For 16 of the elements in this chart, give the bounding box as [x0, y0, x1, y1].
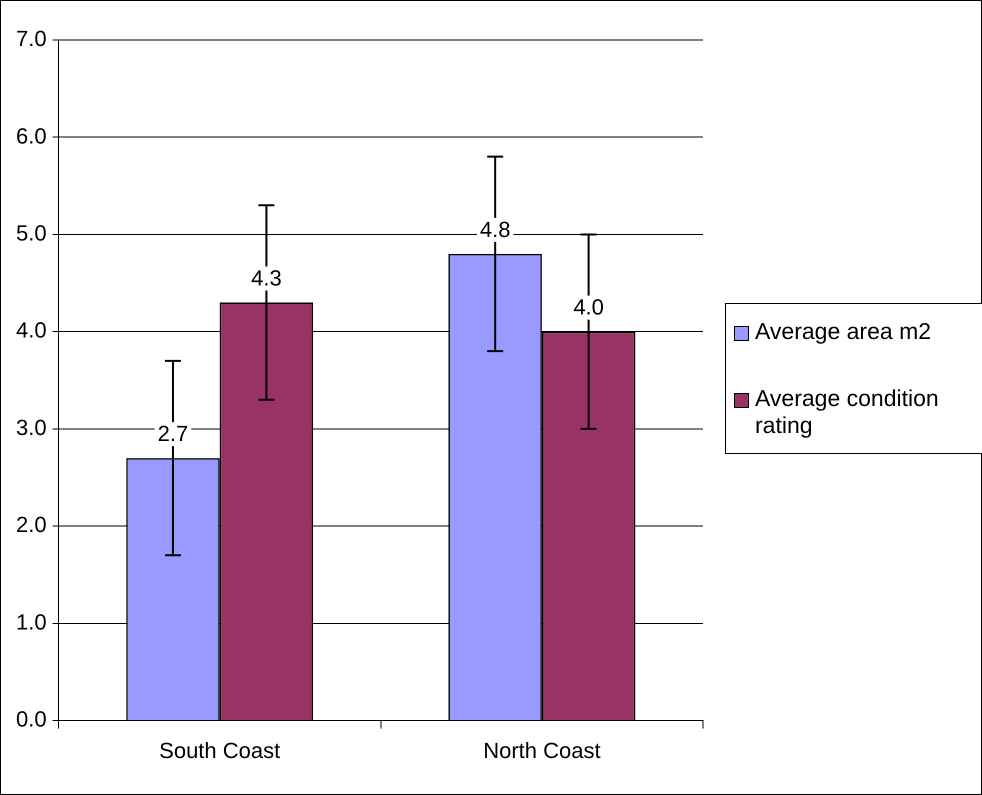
y-tick-label: 4.0 — [16, 318, 47, 343]
data-label: 4.8 — [480, 216, 510, 242]
data-label: 2.7 — [158, 421, 188, 446]
x-tick-label: South Coast — [159, 738, 280, 763]
y-tick-label: 2.0 — [16, 512, 47, 538]
legend-label: Average area m2 — [755, 318, 932, 345]
y-tick-label: 7.0 — [16, 26, 47, 52]
y-tick-label: 1.0 — [16, 609, 47, 634]
legend-label: Average condition rating — [755, 385, 940, 439]
y-tick-label: 0.0 — [16, 706, 47, 732]
y-tick-label: 5.0 — [16, 220, 47, 246]
x-tick-label: North Coast — [483, 738, 601, 763]
y-tick-label: 3.0 — [16, 414, 47, 440]
y-tick-label: 6.0 — [16, 123, 47, 148]
data-label: 4.0 — [573, 294, 604, 320]
data-label: 4.3 — [251, 266, 282, 291]
